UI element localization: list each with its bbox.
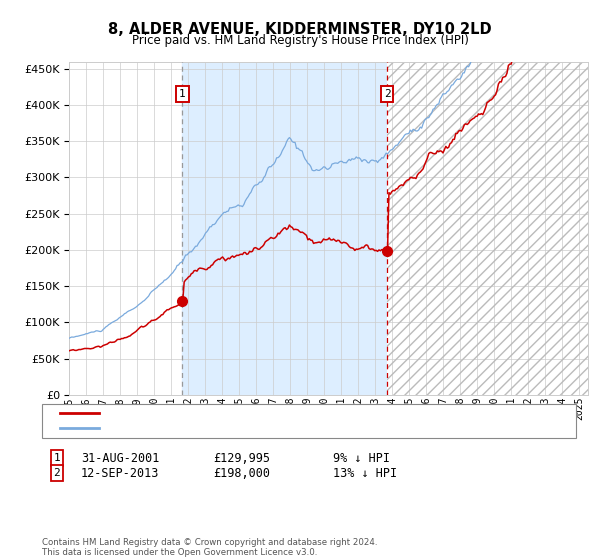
Bar <box>182 62 388 395</box>
Text: 12-SEP-2013: 12-SEP-2013 <box>81 466 160 480</box>
Text: 13% ↓ HPI: 13% ↓ HPI <box>333 466 397 480</box>
Text: 2: 2 <box>384 89 391 99</box>
Text: £129,995: £129,995 <box>213 451 270 465</box>
Text: 9% ↓ HPI: 9% ↓ HPI <box>333 451 390 465</box>
Text: Contains HM Land Registry data © Crown copyright and database right 2024.
This d: Contains HM Land Registry data © Crown c… <box>42 538 377 557</box>
Text: £198,000: £198,000 <box>213 466 270 480</box>
Text: 8, ALDER AVENUE, KIDDERMINSTER, DY10 2LD (detached house): 8, ALDER AVENUE, KIDDERMINSTER, DY10 2LD… <box>105 408 461 418</box>
Text: HPI: Average price, detached house, Wyre Forest: HPI: Average price, detached house, Wyre… <box>105 423 399 433</box>
Bar <box>388 62 588 395</box>
Text: 8, ALDER AVENUE, KIDDERMINSTER, DY10 2LD: 8, ALDER AVENUE, KIDDERMINSTER, DY10 2LD <box>108 22 492 38</box>
Bar <box>388 62 588 395</box>
Text: 2: 2 <box>53 468 61 478</box>
Text: 1: 1 <box>179 89 186 99</box>
Text: 31-AUG-2001: 31-AUG-2001 <box>81 451 160 465</box>
Text: 1: 1 <box>53 453 61 463</box>
Text: Price paid vs. HM Land Registry's House Price Index (HPI): Price paid vs. HM Land Registry's House … <box>131 34 469 46</box>
